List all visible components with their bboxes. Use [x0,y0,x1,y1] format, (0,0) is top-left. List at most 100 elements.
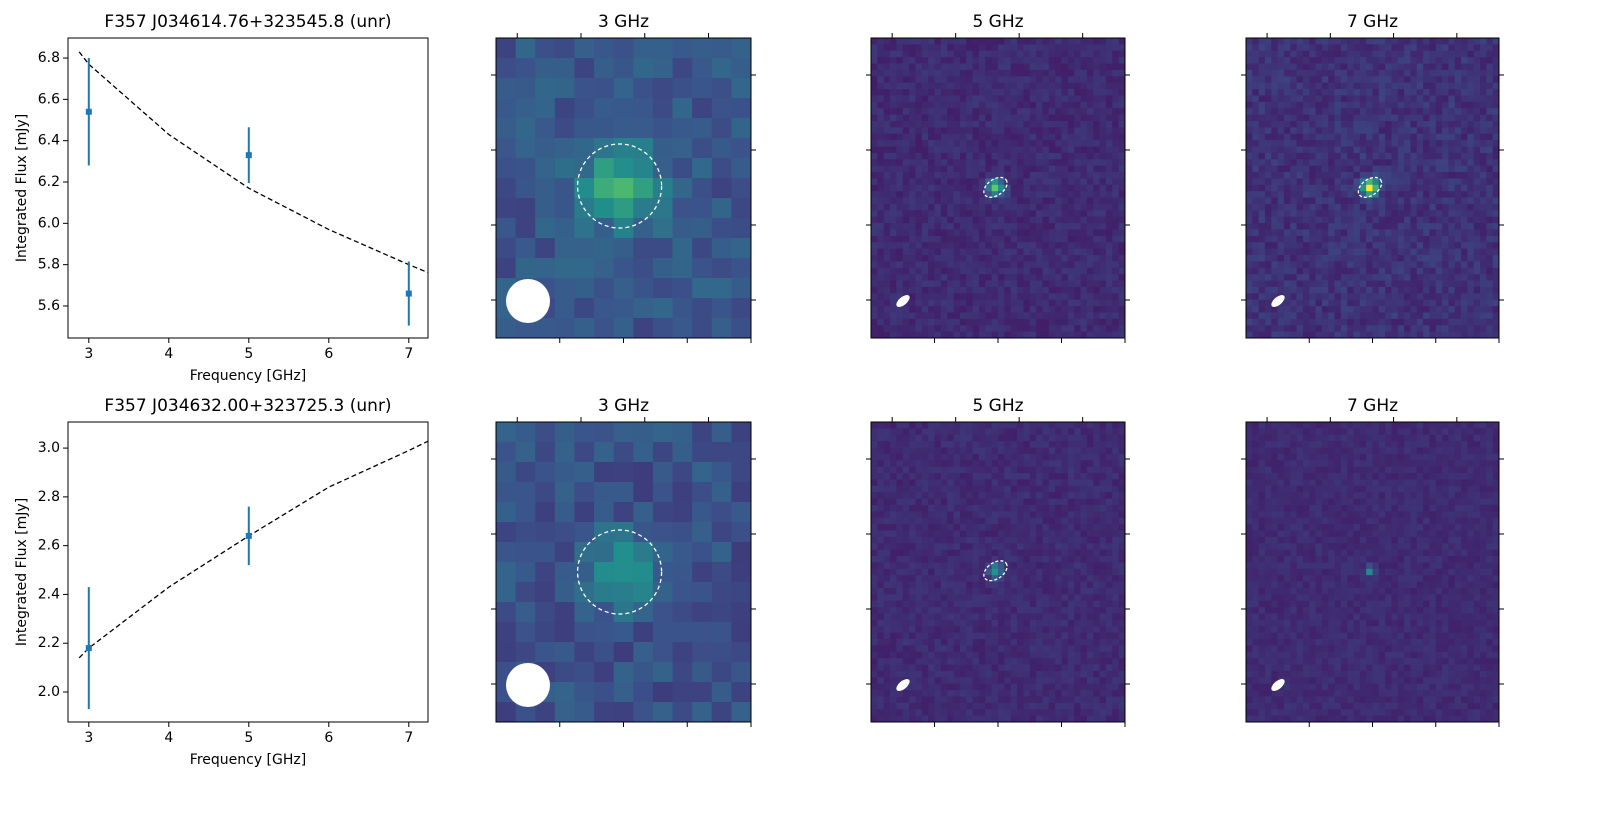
image-pixel [1404,140,1411,147]
image-pixel [1404,281,1411,288]
data-point [406,291,412,297]
image-pixel [1112,38,1119,45]
image-pixel [1303,210,1310,217]
image-pixel [692,78,712,98]
image-pixel [1042,191,1049,198]
image-pixel [909,492,916,499]
image-pixel [941,287,948,294]
image-pixel [1341,325,1348,332]
image-pixel [985,281,992,288]
image-pixel [1391,108,1398,115]
image-pixel [1480,210,1487,217]
image-pixel [884,249,891,256]
image-pixel [985,95,992,102]
image-pixel [1316,102,1323,109]
image-pixel [1017,261,1024,268]
image-pixel [1062,492,1069,499]
image-pixel [1448,274,1455,281]
image-pixel [1442,70,1449,77]
image-pixel [985,448,992,455]
image-pixel [985,159,992,166]
image-pixel [871,274,878,281]
image-pixel [896,44,903,51]
image-pixel [896,531,903,538]
image-pixel [1100,479,1107,486]
image-pixel [1467,293,1474,300]
image-pixel [903,473,910,480]
image-pixel [1246,210,1253,217]
image-pixel [909,505,916,512]
image-pixel [915,448,922,455]
image-pixel [1474,83,1481,90]
image-pixel [1004,499,1011,506]
image-pixel [966,217,973,224]
image-pixel [1303,312,1310,319]
image-pixel [1297,287,1304,294]
x-tick-label: 4 [164,730,173,746]
image-pixel [1366,287,1373,294]
image-pixel [1055,242,1062,249]
image-pixel [979,428,986,435]
image-pixel [1259,83,1266,90]
image-pixel [1404,223,1411,230]
image-pixel [1303,121,1310,128]
image-pixel [1442,223,1449,230]
image-pixel [1271,102,1278,109]
image-pixel [1448,242,1455,249]
image-pixel [1017,198,1024,205]
image-pixel [1062,486,1069,493]
image-pixel [1119,210,1126,217]
image-pixel [966,121,973,128]
image-pixel [1309,198,1316,205]
image-pixel [1335,153,1342,160]
image-pixel [692,278,712,298]
image-pixel [998,261,1005,268]
image-pixel [1480,121,1487,128]
image-pixel [941,44,948,51]
image-pixel [890,524,897,531]
image-pixel [973,198,980,205]
image-pixel [1379,306,1386,313]
image-pixel [1404,300,1411,307]
image-pixel [1448,147,1455,154]
image-pixel [555,662,575,682]
image-pixel [1423,102,1430,109]
image-pixel [1290,191,1297,198]
image-pixel [1417,64,1424,71]
image-pixel [1297,249,1304,256]
image-pixel [1341,108,1348,115]
image-pixel [915,242,922,249]
image-pixel [947,121,954,128]
image-panel [1241,33,1504,343]
image-pixel [1062,204,1069,211]
image-pixel [890,312,897,319]
image-pixel [998,473,1005,480]
image-pixel [1442,242,1449,249]
image-pixel [985,147,992,154]
image-pixel [954,460,961,467]
image-pixel [1417,121,1424,128]
image-pixel [1284,204,1291,211]
image-pixel [1106,505,1113,512]
image-pixel [890,115,897,122]
image-pixel [1030,64,1037,71]
image-pixel [614,158,634,178]
image-pixel [992,325,999,332]
image-pixel [1429,134,1436,141]
image-pixel [1417,204,1424,211]
image-pixel [941,486,948,493]
image-pixel [998,64,1005,71]
image-pixel [890,185,897,192]
image-pixel [1004,287,1011,294]
image-pixel [941,454,948,461]
image-pixel [960,293,967,300]
image-pixel [1429,147,1436,154]
image-pixel [915,454,922,461]
image-pixel [1023,95,1030,102]
image-pixel [941,159,948,166]
image-pixel [1265,44,1272,51]
image-pixel [973,95,980,102]
image-pixel [1290,281,1297,288]
image-pixel [1423,287,1430,294]
image-pixel [1093,172,1100,179]
